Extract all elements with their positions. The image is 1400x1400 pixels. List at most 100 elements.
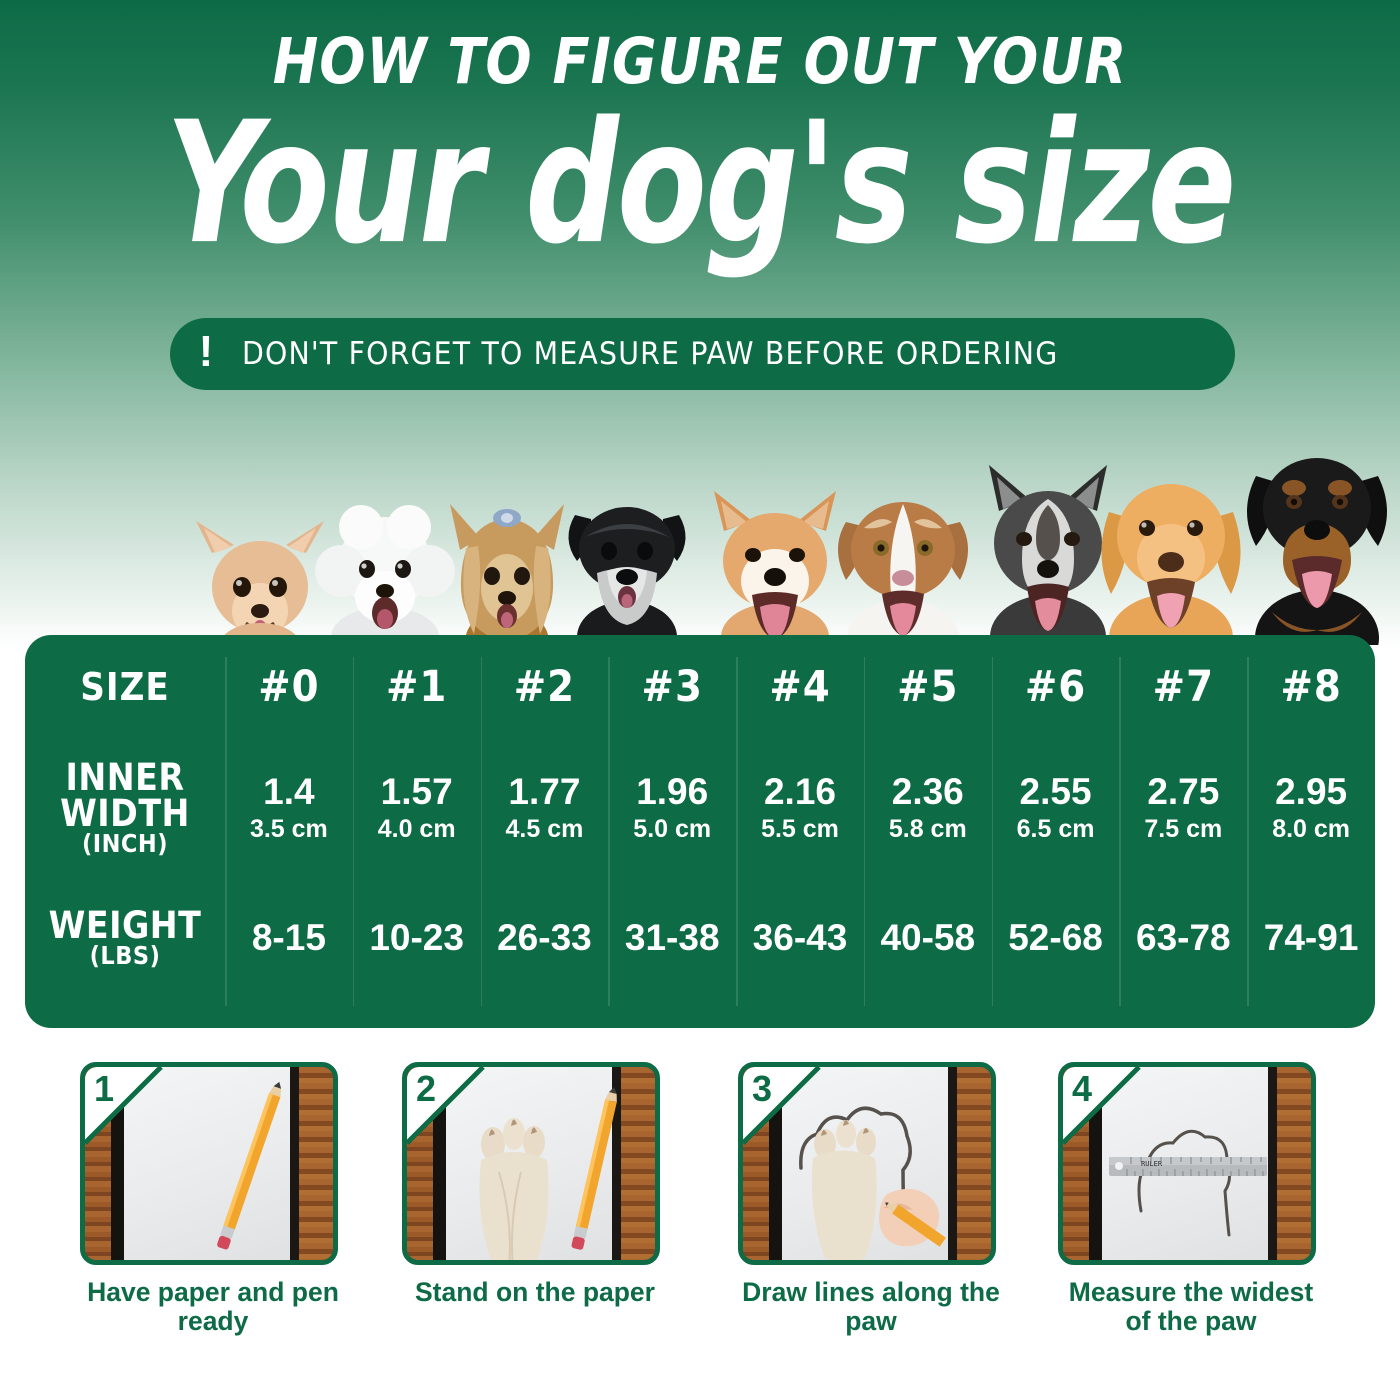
svg-text:RULER: RULER [1141,1160,1163,1168]
corner-diagonal-line [407,1067,485,1145]
pencil-icon [571,1087,617,1250]
dog-breed-strip [0,430,1400,645]
dog-golden-retriever [1101,484,1241,645]
warning-banner: ! DON'T FORGET TO MEASURE PAW BEFORE ORD… [170,318,1235,390]
ruler-measure-illustration: RULER [1109,1129,1267,1237]
weight-cell-6: 52-68 [1008,917,1103,958]
hand-illustration [879,1188,946,1247]
weight-label: WEIGHT [48,903,202,947]
step-4-photo: RULER [1058,1062,1316,1265]
inner-width-cm-4: 5.5 cm [761,815,839,844]
inner-width-unit: (INCH) [81,829,169,858]
step-1-photo: 1 [80,1062,338,1265]
inner-width-cell-7: 2.75 7.5 cm [1119,738,1247,878]
inner-width-inch-4: 2.16 [763,771,836,813]
inner-width-inch-6: 2.55 [1019,771,1092,813]
dog-bichon-frise [315,505,455,645]
measurement-steps: 1 Have paper and pen ready [0,1062,1400,1400]
dog-yorkshire-terrier [450,504,564,645]
dog-paw-illustration [479,1118,549,1260]
step-4-number: 4 [1072,1068,1093,1109]
weight-cell-4: 36-43 [752,917,848,958]
inner-width-cell-6: 2.55 6.5 cm [992,738,1120,878]
size-chart-table: SIZE #0 #1 #2 #3 #4 #5 #6 #7 #8 INNER WI… [25,635,1375,1028]
size-header-4: #4 [769,661,831,712]
weight-cell-1: 10-23 [369,917,464,958]
inner-width-inch-2: 1.77 [508,771,581,813]
row-header-size: SIZE [80,664,170,709]
step-1-number: 1 [94,1068,115,1109]
inner-width-cell-2: 1.77 4.5 cm [481,738,609,878]
size-header-2: #2 [513,661,576,712]
step-3-caption: Draw lines along the paw [742,1277,1000,1336]
dog-australian-shepherd [838,502,968,645]
inner-width-inch-1: 1.57 [380,771,453,813]
size-header-7: #7 [1152,661,1214,712]
size-header-5: #5 [897,661,959,712]
inner-width-inch-0: 1.4 [263,771,315,813]
step-1-caption: Have paper and pen ready [87,1277,339,1336]
inner-width-cm-7: 7.5 cm [1144,815,1223,844]
inner-width-cell-3: 1.96 5.0 cm [608,738,736,878]
inner-width-cm-0: 3.5 cm [249,815,328,844]
corner-diagonal-line [85,1067,163,1145]
step-4: RULER [1058,1062,1324,1335]
weight-unit: (LBS) [89,940,161,970]
inner-width-cm-2: 4.5 cm [505,815,584,844]
size-header-6: #6 [1024,661,1087,712]
dog-chihuahua [196,521,324,645]
inner-width-line1: INNER [65,755,185,799]
inner-width-cm-5: 5.8 cm [888,815,967,844]
corner-diagonal-line [743,1067,821,1145]
size-header-1: #1 [385,661,448,712]
exclamation-icon: ! [198,327,214,376]
step-3: 3 Draw lines along the paw [738,1062,1004,1335]
inner-width-cm-3: 5.0 cm [633,815,712,844]
pencil-icon [217,1081,282,1250]
column-dividers [25,635,1375,1028]
inner-width-cm-6: 6.5 cm [1016,815,1095,844]
step-3-number: 3 [752,1068,773,1109]
inner-width-cell-1: 1.57 4.0 cm [353,738,481,878]
row-header-inner-width: INNER WIDTH (INCH) [25,738,225,878]
inner-width-cell-5: 2.36 5.8 cm [864,738,992,878]
size-header-3: #3 [641,661,703,712]
ruler-icon: RULER [1109,1157,1267,1176]
dog-shiba-inu [714,491,836,645]
row-header-weight: WEIGHT (LBS) [25,878,225,998]
size-header-0: #0 [258,661,320,712]
step-3-photo: 3 [738,1062,996,1265]
dog-schnauzer [568,507,686,645]
inner-width-inch-7: 2.75 [1147,771,1220,813]
inner-width-cell-4: 2.16 5.5 cm [736,738,864,878]
step-2-caption: Stand on the paper [415,1277,655,1307]
corner-diagonal-line [1063,1067,1141,1145]
inner-width-inch-5: 2.36 [891,771,964,813]
inner-width-cell-0: 1.4 3.5 cm [225,738,353,878]
inner-width-inch-8: 2.95 [1275,771,1348,813]
weight-cell-8: 74-91 [1263,917,1359,958]
step-2: 2 Stand on the paper [402,1062,668,1307]
step-1: 1 Have paper and pen ready [80,1062,346,1335]
inner-width-line2: WIDTH [60,791,190,835]
weight-cell-5: 40-58 [880,917,976,958]
weight-cell-3: 31-38 [624,917,720,958]
size-header-8: #8 [1280,661,1342,712]
warning-text: DON'T FORGET TO MEASURE PAW BEFORE ORDER… [242,336,1059,372]
size-chart-grid: SIZE #0 #1 #2 #3 #4 #5 #6 #7 #8 INNER WI… [25,635,1375,1028]
inner-width-cm-8: 8.0 cm [1272,815,1351,844]
weight-cell-7: 63-78 [1136,917,1231,958]
dog-alaskan-malamute [989,465,1107,645]
step-2-photo: 2 [402,1062,660,1265]
paw-trace-illustration [799,1106,946,1260]
step-4-caption: Measure the widest of the paw [1068,1277,1314,1336]
inner-width-cm-1: 4.0 cm [377,815,456,844]
page-title: Your dog's size [165,86,1237,282]
dog-rottweiler [1247,458,1387,645]
inner-width-cell-8: 2.95 8.0 cm [1247,738,1375,878]
inner-width-inch-3: 1.96 [636,771,709,813]
step-2-number: 2 [416,1068,437,1109]
weight-cell-2: 26-33 [497,917,592,958]
kicker-heading: HOW TO FIGURE OUT YOUR [272,25,1128,98]
